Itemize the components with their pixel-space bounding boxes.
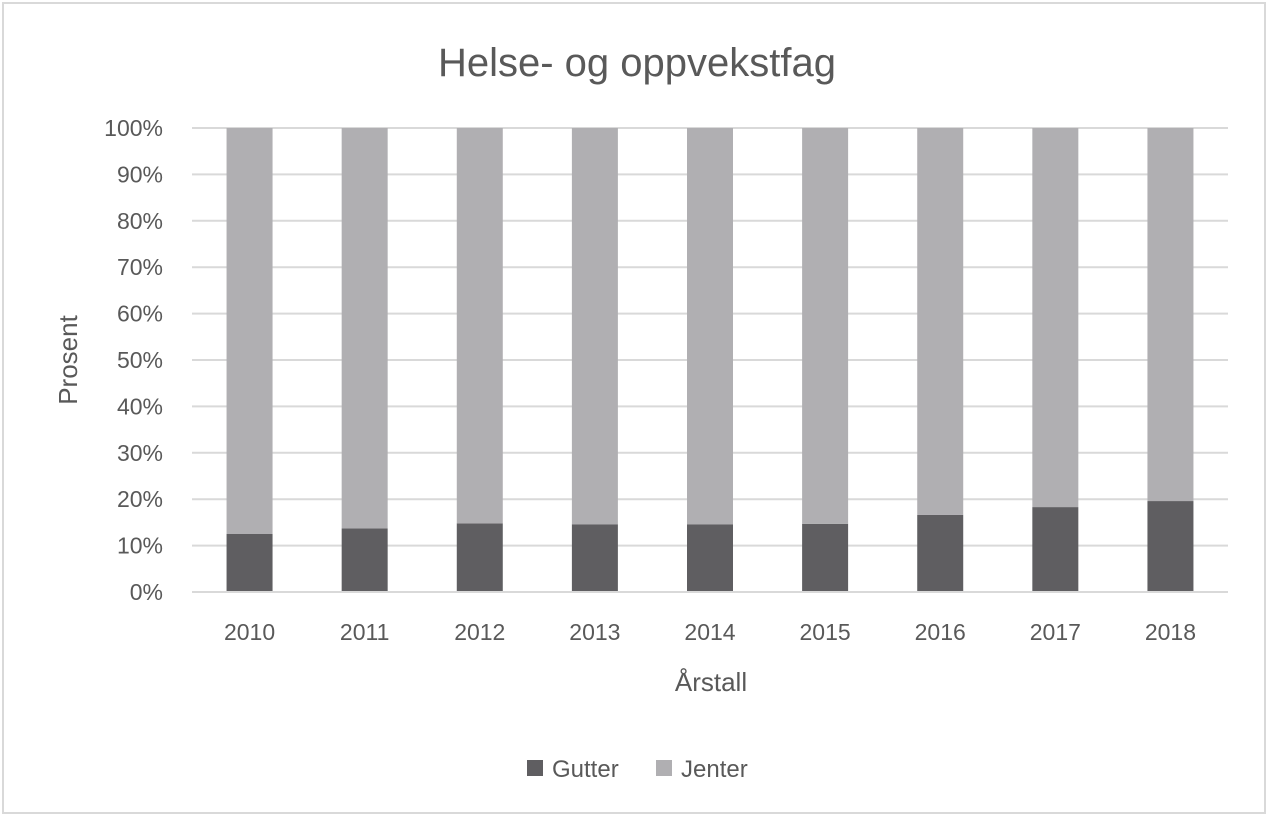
x-axis-ticks: 2010 2011 2012 2013 2014 2015 2016 2017 2018 — [224, 619, 1196, 645]
bar-jenter-2015 — [802, 128, 849, 524]
bars — [226, 128, 1194, 592]
bar-jenter-2013 — [571, 128, 618, 525]
bar-jenter-2010 — [226, 128, 273, 534]
legend-label-jenter: Jenter — [681, 756, 748, 783]
y-axis-ticks: 0% 10% 20% 30% 40% 50% 60% 70% 80% 90% 100% — [104, 115, 163, 605]
bar-jenter-2012 — [456, 128, 503, 524]
x-tick-label: 2011 — [340, 619, 389, 645]
bar-gutter-2015 — [802, 523, 849, 592]
y-tick-label: 10% — [117, 533, 163, 559]
bar-jenter-2018 — [1147, 128, 1194, 502]
x-tick-label: 2010 — [224, 619, 275, 645]
bar-gutter-2011 — [341, 528, 388, 592]
bar-jenter-2017 — [1032, 128, 1079, 508]
x-tick-label: 2016 — [915, 619, 966, 645]
bar-gutter-2014 — [687, 524, 733, 592]
y-tick-label: 100% — [104, 115, 163, 141]
bar-gutter-2018 — [1147, 501, 1194, 592]
legend: Gutter Jenter — [527, 756, 748, 783]
x-tick-label: 2014 — [684, 619, 735, 645]
bar-jenter-2014 — [687, 128, 733, 525]
legend-swatch-jenter — [656, 760, 672, 776]
y-tick-label: 30% — [117, 440, 163, 466]
bar-jenter-2016 — [917, 128, 964, 515]
x-tick-label: 2017 — [1030, 619, 1081, 645]
y-tick-label: 60% — [117, 301, 163, 327]
bar-gutter-2013 — [571, 524, 618, 592]
x-axis-label: Årstall — [675, 667, 747, 697]
legend-label-gutter: Gutter — [552, 756, 619, 783]
y-tick-label: 20% — [117, 486, 163, 512]
x-tick-label: 2015 — [800, 619, 851, 645]
bar-jenter-2011 — [341, 128, 388, 529]
bar-gutter-2012 — [456, 523, 503, 592]
x-tick-label: 2018 — [1145, 619, 1196, 645]
y-tick-label: 80% — [117, 208, 163, 234]
chart-title: Helse- og oppvekstfag — [438, 41, 836, 85]
x-tick-label: 2013 — [569, 619, 620, 645]
y-tick-label: 50% — [117, 347, 163, 373]
x-tick-label: 2012 — [454, 619, 505, 645]
bar-gutter-2017 — [1032, 507, 1079, 592]
y-tick-label: 90% — [117, 161, 163, 187]
y-tick-label: 40% — [117, 393, 163, 419]
y-tick-label: 70% — [117, 254, 163, 280]
legend-swatch-gutter — [527, 760, 543, 776]
bar-gutter-2016 — [917, 514, 964, 592]
y-axis-label: Prosent — [53, 314, 83, 404]
bar-gutter-2010 — [226, 534, 273, 592]
y-tick-label: 0% — [130, 579, 163, 605]
